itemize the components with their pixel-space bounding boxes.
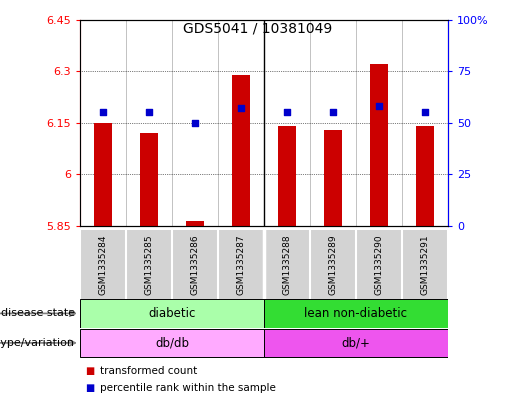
Text: GSM1335287: GSM1335287 xyxy=(236,234,246,295)
Bar xyxy=(80,329,264,357)
Text: GSM1335291: GSM1335291 xyxy=(421,234,430,295)
Bar xyxy=(324,130,342,226)
Text: GSM1335284: GSM1335284 xyxy=(98,234,107,294)
Text: GSM1335290: GSM1335290 xyxy=(374,234,384,295)
Point xyxy=(329,109,337,116)
Bar xyxy=(264,329,448,357)
Bar xyxy=(416,126,434,226)
Point xyxy=(237,105,245,112)
Text: lean non-diabetic: lean non-diabetic xyxy=(304,307,407,320)
Bar xyxy=(264,299,448,328)
Bar xyxy=(186,221,204,226)
Point xyxy=(145,109,153,116)
Text: genotype/variation: genotype/variation xyxy=(0,338,75,348)
Text: GSM1335288: GSM1335288 xyxy=(282,234,291,295)
Text: diabetic: diabetic xyxy=(148,307,196,320)
Bar xyxy=(278,126,296,226)
Text: GSM1335286: GSM1335286 xyxy=(191,234,199,295)
Point xyxy=(191,119,199,126)
Text: GSM1335289: GSM1335289 xyxy=(329,234,337,295)
Text: ■: ■ xyxy=(85,366,94,376)
Text: db/db: db/db xyxy=(155,336,189,349)
Text: disease state: disease state xyxy=(1,309,75,318)
Bar xyxy=(140,133,158,226)
Point xyxy=(375,103,383,109)
Point xyxy=(283,109,291,116)
Bar xyxy=(80,299,264,328)
Text: ■: ■ xyxy=(85,383,94,393)
Text: GSM1335285: GSM1335285 xyxy=(144,234,153,295)
Text: transformed count: transformed count xyxy=(100,366,198,376)
Point xyxy=(99,109,107,116)
Text: db/+: db/+ xyxy=(341,336,370,349)
Point xyxy=(421,109,429,116)
Bar xyxy=(94,123,112,226)
Text: percentile rank within the sample: percentile rank within the sample xyxy=(100,383,277,393)
Text: GDS5041 / 10381049: GDS5041 / 10381049 xyxy=(183,22,332,36)
Bar xyxy=(370,64,388,226)
Bar xyxy=(232,75,250,226)
